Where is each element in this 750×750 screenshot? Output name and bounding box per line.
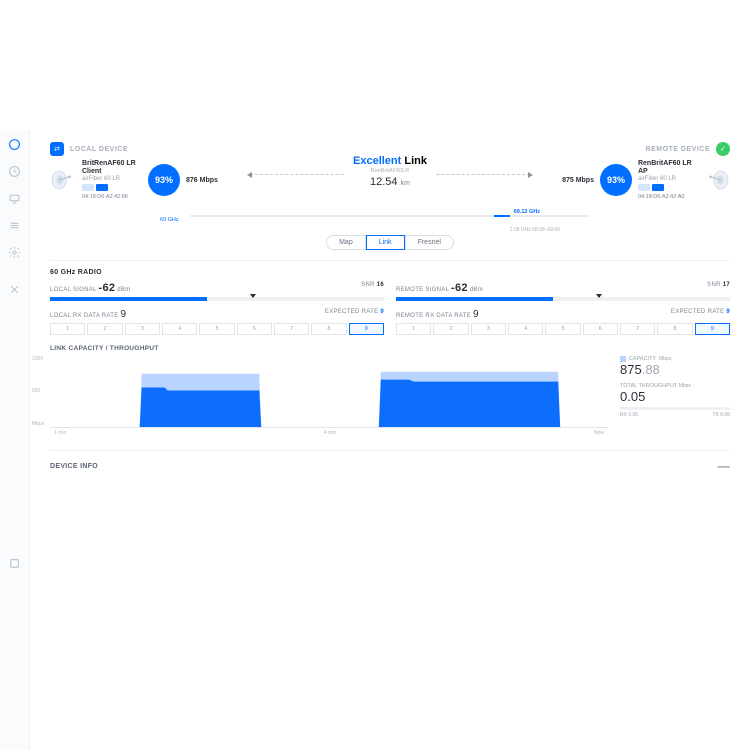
local-flags bbox=[82, 184, 142, 191]
local-dish-icon bbox=[50, 169, 76, 191]
local-device-label: LOCAL DEVICE bbox=[70, 146, 128, 153]
freq-value: 69.12 GHz bbox=[514, 209, 540, 215]
main-content: ⇄ LOCAL DEVICE BritRenAF60 LR Client air… bbox=[30, 130, 750, 750]
local-device-name: BritRenAF60 LR Client bbox=[82, 160, 142, 175]
freq-note: 1.08 GHz 68.58–69.66 bbox=[510, 227, 560, 233]
remote-device-label: REMOTE DEVICE bbox=[646, 146, 710, 153]
local-device-block: ⇄ LOCAL DEVICE BritRenAF60 LR Client air… bbox=[50, 142, 218, 200]
signal-row: LOCAL SIGNAL -62 dBmSNR 16 REMOTE SIGNAL… bbox=[50, 282, 730, 301]
remote-flags bbox=[638, 184, 698, 191]
link-status-panel: ⇄ LOCAL DEVICE BritRenAF60 LR Client air… bbox=[50, 138, 730, 210]
throughput-chart: 1000 500 Mbps bbox=[50, 356, 608, 428]
rate-row: LOCAL RX DATA RATE 9EXPECTED RATE 9 1234… bbox=[50, 309, 730, 335]
rate-box: 8 bbox=[657, 323, 692, 335]
rate-box: 9 bbox=[349, 323, 384, 335]
freq-label: 60 GHz bbox=[160, 217, 179, 223]
chart-header: LINK CAPACITY / THROUGHPUT bbox=[50, 345, 730, 352]
rate-box: 7 bbox=[620, 323, 655, 335]
rate-box: 4 bbox=[162, 323, 197, 335]
throughput-section: LINK CAPACITY / THROUGHPUT 1000 500 Mbps… bbox=[50, 345, 730, 436]
remote-device-mac: 04:18:D6:A2:42:A0 bbox=[638, 194, 698, 200]
link-center: Excellent Link RenBritAF60LR 12.54 km bbox=[345, 155, 435, 188]
link-status-title: Excellent Link bbox=[353, 155, 427, 167]
local-rate-col: LOCAL RX DATA RATE 9EXPECTED RATE 9 1234… bbox=[50, 309, 384, 335]
nav-settings-icon[interactable] bbox=[8, 219, 21, 232]
collapse-icon[interactable]: — bbox=[718, 459, 730, 473]
local-device-model: airFiber 60 LR bbox=[82, 176, 142, 182]
nav-gear-icon[interactable] bbox=[8, 246, 21, 259]
rate-box: 3 bbox=[125, 323, 160, 335]
chart-stats: CAPACITY Mbps 875.88 TOTAL THROUGHPUT Mb… bbox=[620, 356, 730, 428]
local-badge-icon: ⇄ bbox=[50, 142, 64, 156]
tab-link[interactable]: Link bbox=[366, 235, 405, 250]
rate-box: 6 bbox=[583, 323, 618, 335]
remote-dish-icon bbox=[704, 169, 730, 191]
rate-box: 5 bbox=[199, 323, 234, 335]
local-signal-pct: 93% bbox=[148, 164, 180, 196]
remote-rate-col: REMOTE RX DATA RATE 9EXPECTED RATE 9 123… bbox=[396, 309, 730, 335]
remote-device-name: RenBritAF60 LR AP bbox=[638, 160, 698, 175]
nav-speed-icon[interactable] bbox=[8, 165, 21, 178]
rate-box: 2 bbox=[87, 323, 122, 335]
link-sub: RenBritAF60LR bbox=[353, 168, 427, 174]
link-distance: 12.54 km bbox=[353, 176, 427, 188]
local-signal-col: LOCAL SIGNAL -62 dBmSNR 16 bbox=[50, 282, 384, 301]
view-tabs: Map Link Fresnel bbox=[50, 235, 730, 250]
remote-signal-col: REMOTE SIGNAL -62 dBmSNR 17 bbox=[396, 282, 730, 301]
rate-box: 4 bbox=[508, 323, 543, 335]
rate-box: 1 bbox=[396, 323, 431, 335]
rate-box: 9 bbox=[695, 323, 730, 335]
rate-box: 7 bbox=[274, 323, 309, 335]
tab-fresnel[interactable]: Fresnel bbox=[405, 235, 454, 250]
nav-collapse-icon[interactable] bbox=[8, 557, 21, 570]
remote-badge-icon: ✓ bbox=[716, 142, 730, 156]
tab-map[interactable]: Map bbox=[326, 235, 366, 250]
remote-signal-pct: 93% bbox=[600, 164, 632, 196]
rate-box: 5 bbox=[545, 323, 580, 335]
rate-box: 2 bbox=[433, 323, 468, 335]
nav-tools-icon[interactable] bbox=[8, 283, 21, 296]
sidebar bbox=[0, 130, 30, 750]
remote-device-model: airFiber 60 LR bbox=[638, 176, 698, 182]
local-device-mac: 04:18:D6:A2:42:88 bbox=[82, 194, 142, 200]
rate-box: 6 bbox=[237, 323, 272, 335]
radio-section-header: 60 GHz RADIO bbox=[50, 260, 730, 276]
nav-dashboard-icon[interactable] bbox=[8, 138, 21, 151]
remote-device-block: REMOTE DEVICE ✓ 875 Mbps 93% RenBritAF60… bbox=[562, 142, 730, 200]
frequency-bar: 60 GHz 69.12 GHz 1.08 GHz 68.58–69.66 bbox=[190, 215, 590, 229]
local-mbps: 876 Mbps bbox=[186, 177, 218, 184]
remote-mbps: 875 Mbps bbox=[562, 177, 594, 184]
nav-device-icon[interactable] bbox=[8, 192, 21, 205]
rate-box: 8 bbox=[311, 323, 346, 335]
rate-box: 3 bbox=[471, 323, 506, 335]
device-info-header[interactable]: DEVICE INFO — bbox=[50, 450, 730, 473]
rate-box: 1 bbox=[50, 323, 85, 335]
